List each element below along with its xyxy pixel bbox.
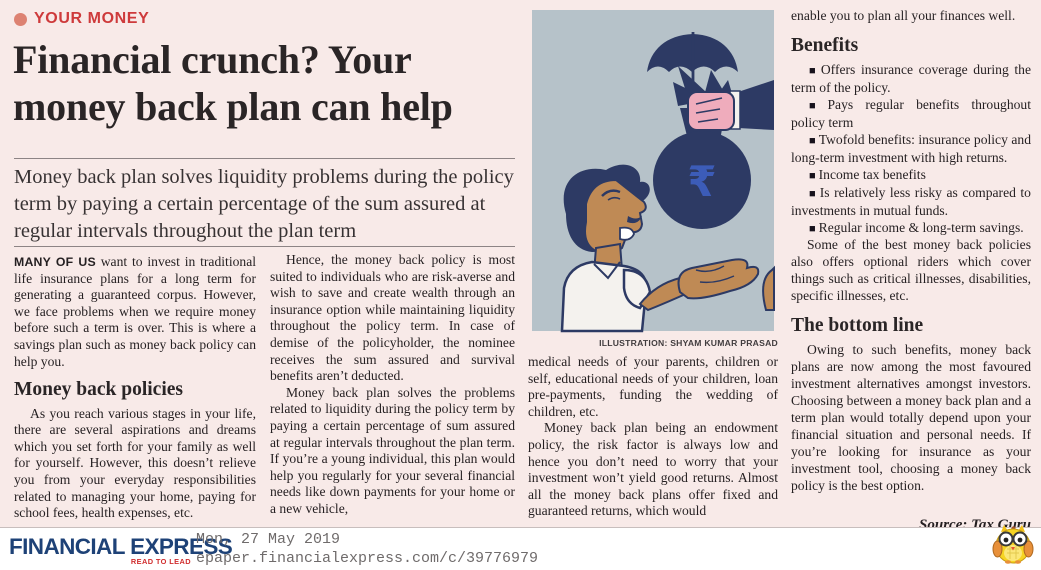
man-figure [560,164,775,333]
benefit-item: ■ Is relatively less risky as compared to… [791,185,1031,220]
benefit-text: Twofold benefits: insurance policy and l… [791,131,1031,165]
money-bag: ₹ [653,108,751,229]
bullet-square-icon: ■ [809,222,816,235]
bullet-square-icon: ■ [809,134,816,147]
article-headline: Financial crunch? Your money back plan c… [13,37,453,130]
lead-in-text: MANY OF US [14,255,96,269]
section-kicker: YOUR MONEY [14,10,149,28]
paragraph-text: want to invest in traditional life insur… [14,254,256,369]
paragraph: Some of the best money back policies als… [791,237,1031,304]
body-column-2: Hence, the money back policy is most sui… [270,252,515,518]
umbrella-icon [647,24,738,106]
bullet-square-icon: ■ [809,100,825,113]
benefit-text: Regular income & long-term savings. [818,219,1024,235]
benefit-item: ■ Income tax benefits [791,167,1031,185]
benefit-text: Is relatively less risky as compared to … [791,184,1031,218]
benefit-item: ■ Twofold benefits: insurance policy and … [791,132,1031,167]
benefit-item: ■ Offers insurance coverage during the te… [791,62,1031,97]
paragraph: Hence, the money back policy is most sui… [270,252,515,384]
body-column-3: ₹ [528,8,778,520]
benefit-text: Offers insurance coverage during the ter… [791,62,1031,96]
divider [14,246,515,247]
benefit-item: ■ Pays regular benefits throughout policy… [791,97,1031,132]
paragraph: Money back plan solves the problems rela… [270,384,515,516]
epaper-footer: FINANCIAL EXPRESS READ TO LEAD Mon, 27 M… [0,524,1041,570]
divider [14,158,515,159]
bullet-square-icon: ■ [809,65,818,78]
paragraph: medical needs of your parents, children … [528,354,778,419]
benefit-text: Income tax benefits [818,166,926,182]
rupee-symbol: ₹ [687,157,716,206]
section-heading-benefits: Benefits [791,34,859,56]
money-bag-illustration: ₹ [528,8,778,335]
giving-hand [687,80,774,131]
paragraph: Money back plan being an endowment polic… [528,420,778,519]
illustration-credit: ILLUSTRATION: SHYAM KUMAR PRASAD [599,338,778,348]
edition-stamp: Mon, 27 May 2019 epaper.financialexpress… [196,530,538,568]
article-standfirst: Money back plan solves liquidity problem… [14,166,514,242]
kicker-label: YOUR MONEY [34,10,150,27]
body-column-1: MANY OF US want to invest in traditional… [14,254,256,522]
bullet-square-icon: ■ [809,169,816,182]
bullet-square-icon: ■ [809,187,817,200]
kicker-dot-icon [14,12,27,26]
section-heading-money-back-policies: Money back policies [14,379,183,401]
paragraph: As you reach various stages in your life… [14,405,256,521]
financial-express-logo: FINANCIAL EXPRESS READ TO LEAD [9,534,233,566]
body-column-4: enable you to plan all your finances wel… [791,8,1031,534]
benefit-item: ■ Regular income & long-term savings. [791,220,1031,238]
epaper-url[interactable]: epaper.financialexpress.com/c/39776979 [196,550,539,567]
paragraph: Owing to such benefits, money back plans… [791,342,1031,493]
section-heading-bottom-line: The bottom line [791,315,924,337]
brand-tagline: READ TO LEAD [130,557,191,566]
benefit-text: Pays regular benefits throughout policy … [791,97,1031,131]
body-column-3-text: medical needs of your parents, children … [528,354,778,520]
edition-date: Mon, 27 May 2019 [196,531,341,548]
paragraph: enable you to plan all your finances wel… [791,8,1016,23]
paragraph: MANY OF US want to invest in traditional… [14,254,256,370]
owl-mascot-icon [991,524,1035,569]
